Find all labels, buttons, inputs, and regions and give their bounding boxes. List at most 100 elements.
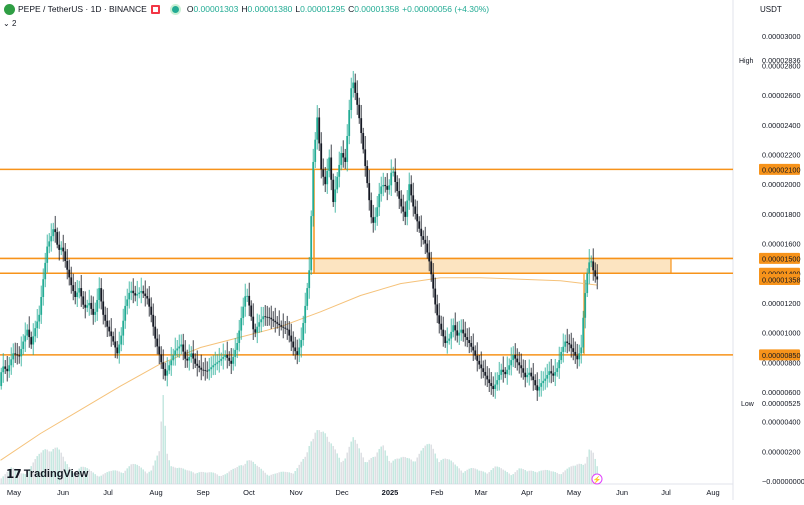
- candle-body: [188, 356, 191, 361]
- level-price-badge: [759, 252, 800, 264]
- price-tick-label: −0.00000000: [762, 477, 804, 486]
- volume-bar: [462, 472, 464, 484]
- volume-bar: [478, 470, 480, 484]
- candle-body: [526, 374, 529, 378]
- candle-body: [344, 157, 347, 162]
- currency-label[interactable]: USDT: [760, 5, 782, 14]
- volume-bar: [174, 467, 176, 484]
- candle-body: [538, 386, 541, 391]
- candle-body: [42, 279, 45, 298]
- volume-bar: [310, 441, 312, 484]
- volume-bar: [528, 470, 530, 484]
- volume-bar: [360, 452, 362, 484]
- candle-body: [28, 329, 31, 338]
- volume-bar: [552, 471, 554, 484]
- tradingview-logo[interactable]: 𝟭𝟳 TradingView: [6, 467, 88, 481]
- candle-body: [482, 368, 485, 372]
- candle-body: [58, 244, 61, 250]
- flag-icon[interactable]: [150, 4, 160, 14]
- volume-bar: [542, 470, 544, 484]
- event-badge-icon: [591, 473, 603, 485]
- candle-body: [544, 378, 547, 381]
- volume-bar: [346, 452, 348, 484]
- volume-bar: [98, 476, 100, 484]
- volume-bar: [64, 461, 66, 484]
- candle-body: [268, 317, 271, 319]
- candle-body: [212, 365, 215, 368]
- volume-bar: [446, 459, 448, 484]
- candle-body: [150, 306, 153, 315]
- volume-bar: [144, 471, 146, 484]
- volume-bar: [406, 457, 408, 484]
- candle-body: [132, 290, 135, 294]
- volume-bar: [404, 457, 406, 484]
- candle-body: [300, 340, 303, 348]
- volume-bar: [150, 470, 152, 484]
- volume-bar: [236, 467, 238, 484]
- candle-body: [418, 221, 421, 229]
- volume-bar: [2, 476, 4, 484]
- volume-bar: [154, 460, 156, 484]
- volume-bar: [56, 447, 58, 484]
- volume-bar: [570, 466, 572, 484]
- candle-body: [318, 117, 321, 144]
- volume-bar: [464, 471, 466, 484]
- candle-body: [386, 186, 389, 190]
- volume-bar: [562, 472, 564, 484]
- candle-body: [466, 337, 469, 341]
- volume-bar: [208, 472, 210, 484]
- candle-body: [162, 362, 165, 369]
- volume-bar: [142, 469, 144, 484]
- candle-body: [142, 291, 145, 294]
- volume-bar: [564, 470, 566, 484]
- candle-body: [22, 341, 25, 349]
- candle-body: [434, 288, 437, 305]
- volume-bar: [424, 445, 426, 484]
- volume-bar: [132, 463, 134, 484]
- candle-body: [128, 292, 131, 300]
- volume-bar: [232, 468, 234, 484]
- volume-bar: [8, 469, 10, 484]
- indicators-toggle[interactable]: ⌄ 2: [3, 19, 17, 28]
- candle-body: [590, 261, 593, 263]
- volume-bar: [130, 464, 132, 484]
- candle-body: [588, 262, 591, 274]
- candle-body: [416, 213, 419, 222]
- candle-body: [106, 320, 109, 327]
- candle-body: [314, 139, 317, 162]
- candle-body: [516, 358, 519, 363]
- candle-body: [350, 88, 353, 111]
- volume-bar: [96, 475, 98, 484]
- candle-body: [304, 305, 307, 323]
- volume-bar: [368, 459, 370, 484]
- candle-body: [550, 371, 553, 374]
- time-tick-label: Jun: [57, 488, 69, 497]
- candle-body: [172, 355, 175, 361]
- volume-bar: [428, 443, 430, 484]
- candle-body: [250, 305, 253, 317]
- price-tick-label: 0.00002800: [762, 61, 801, 70]
- candle-body: [470, 343, 473, 347]
- volume-bar: [44, 449, 46, 484]
- volume-bar: [366, 462, 368, 484]
- candle-body: [86, 305, 89, 308]
- candle-body: [596, 276, 599, 280]
- candle-body: [166, 370, 169, 376]
- change-value: +0.00000056 (+4.30%): [402, 4, 490, 14]
- candle-body: [234, 349, 237, 357]
- moving-average-line: [0, 277, 598, 461]
- volume-bar: [582, 464, 584, 484]
- candle-body: [104, 314, 107, 321]
- volume-bar: [306, 452, 308, 484]
- volume-bar: [22, 473, 24, 484]
- candle-body: [152, 314, 155, 327]
- symbol-title[interactable]: PEPE / TetherUS · 1D · BINANCE: [18, 4, 147, 14]
- candle-body: [348, 110, 351, 136]
- volume-bar: [222, 475, 224, 484]
- volume-bar: [554, 472, 556, 484]
- volume-bar: [146, 473, 148, 484]
- volume-bar: [210, 472, 212, 484]
- volume-bar: [66, 464, 68, 484]
